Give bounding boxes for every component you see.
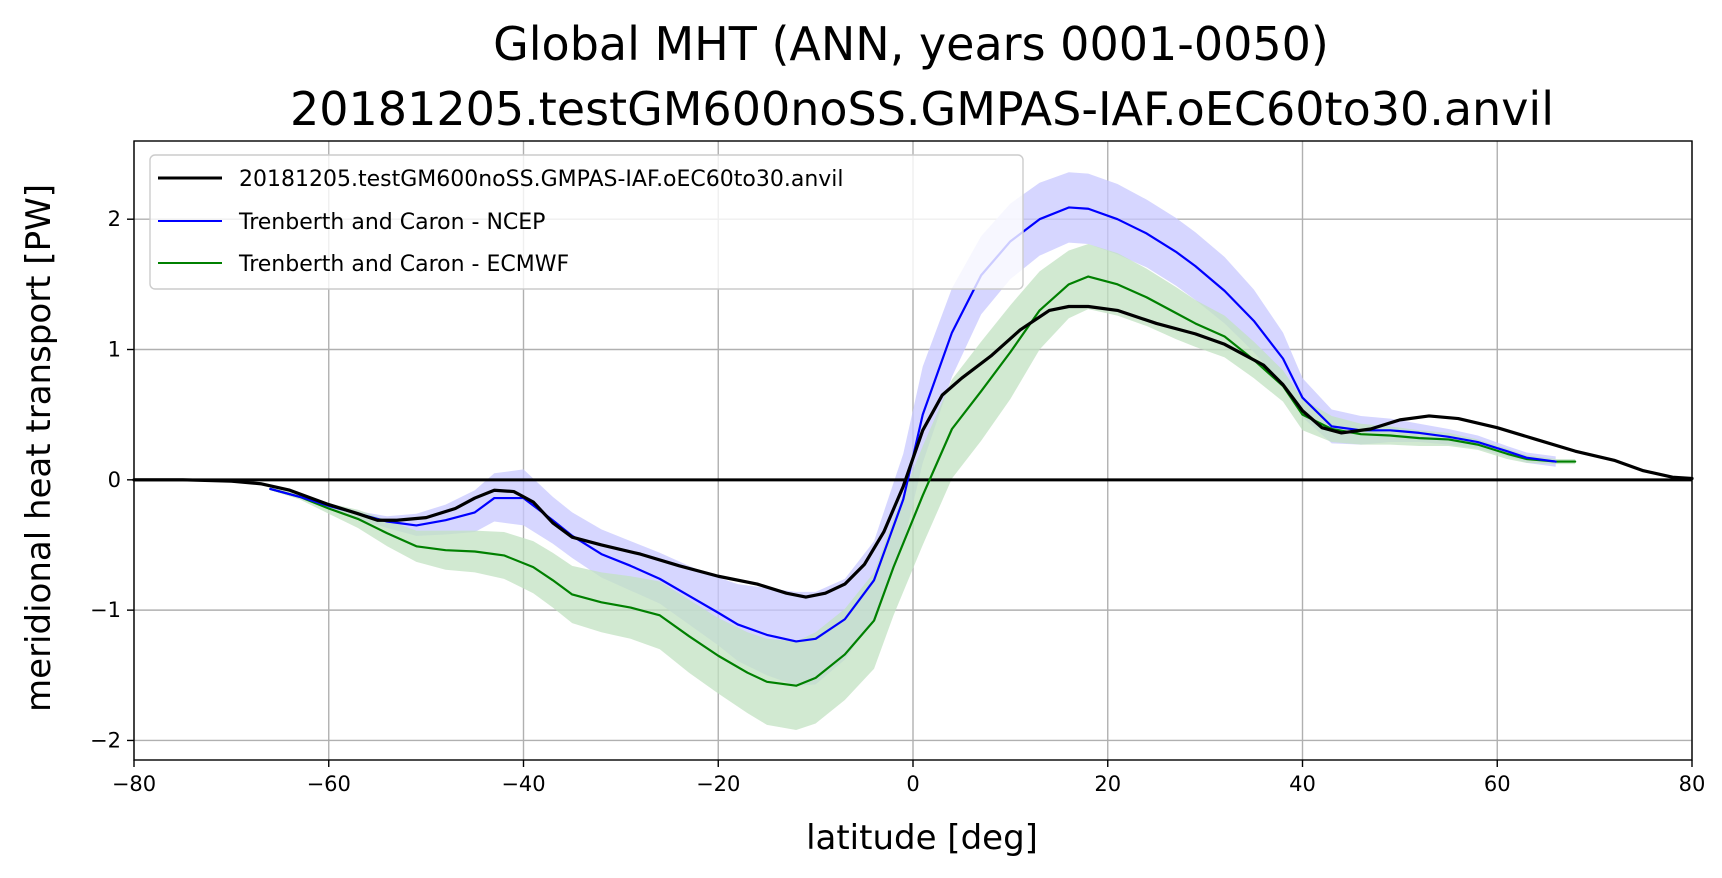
series-lines — [132, 206, 1694, 687]
legend-box — [149, 154, 1024, 290]
y-tick-label: 2 — [108, 207, 121, 231]
y-tick-label: −2 — [90, 728, 121, 752]
y-tick-label: −1 — [90, 598, 121, 622]
x-axis-label: latitude [deg] — [806, 818, 1038, 858]
x-tick-label: 80 — [1679, 772, 1706, 796]
chart-title: Global MHT (ANN, years 0001-0050) — [493, 17, 1329, 71]
uncertainty-band-2 — [270, 243, 1576, 731]
x-tick-label: −40 — [501, 772, 545, 796]
legend-label-ecmwf: Trenberth and Caron - ECMWF — [238, 252, 569, 277]
x-tick-label: 0 — [906, 772, 919, 796]
chart-subtitle: 20181205.testGM600noSS.GMPAS-IAF.oEC60to… — [290, 82, 1554, 136]
x-tick-label: 20 — [1094, 772, 1121, 796]
x-tick-label: 60 — [1484, 772, 1511, 796]
series-line-2 — [269, 275, 1577, 687]
legend-label-model: 20181205.testGM600noSS.GMPAS-IAF.oEC60to… — [239, 167, 844, 192]
x-tick-label: 40 — [1289, 772, 1316, 796]
legend: 20181205.testGM600noSS.GMPAS-IAF.oEC60to… — [149, 154, 1024, 290]
y-tick-label: 0 — [108, 468, 121, 492]
legend-label-ncep: Trenberth and Caron - NCEP — [238, 210, 545, 235]
x-tick-label: −20 — [696, 772, 740, 796]
y-tick-label: 1 — [108, 338, 121, 362]
axis-ticks: −80 −60 −40 −20 0 20 40 60 80 −2 −1 0 1 2 — [90, 207, 1705, 796]
x-tick-label: −60 — [307, 772, 351, 796]
series-line-0 — [132, 304, 1694, 599]
y-axis-label: meridional heat transport [PW] — [19, 184, 59, 712]
x-tick-label: −80 — [112, 772, 156, 796]
